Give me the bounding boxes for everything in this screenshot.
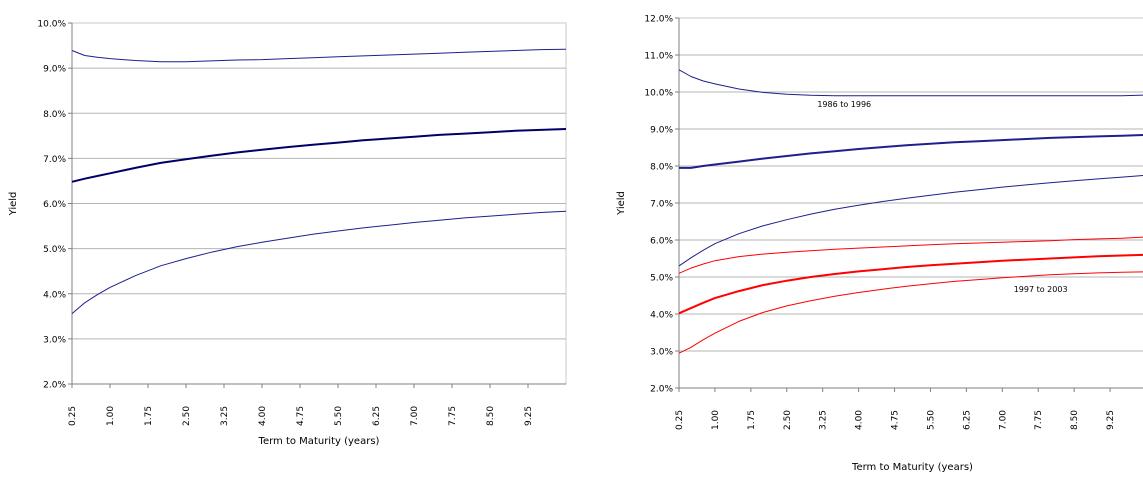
y-tick-label: 5.0% (43, 245, 66, 255)
x-tick-label: 1.75 (747, 410, 757, 430)
x-tick-label: 5.50 (334, 406, 344, 426)
x-tick-label: 7.00 (998, 410, 1008, 430)
x-tick-label: 2.50 (783, 410, 793, 430)
series-line-6 (678, 271, 1143, 354)
annotation-label: 1986 to 1996 (817, 100, 871, 109)
series-line-4 (678, 236, 1143, 274)
y-tick-label: 6.0% (650, 237, 673, 247)
x-tick-label: 8.50 (486, 406, 496, 426)
x-tick-label: 9.25 (524, 406, 534, 426)
y-tick-label: 3.0% (43, 335, 66, 345)
x-tick-label: 1.00 (711, 410, 721, 430)
x-tick-label: 3.25 (220, 406, 230, 426)
y-tick-label: 4.0% (43, 290, 66, 300)
x-tick-label: 7.75 (1034, 410, 1044, 430)
x-tick-label: 4.75 (891, 410, 901, 430)
x-tick-label: 4.75 (296, 406, 306, 426)
y-tick-label: 8.0% (43, 110, 66, 120)
x-axis-title: Term to Maturity (years) (258, 436, 380, 447)
y-tick-label: 8.0% (650, 163, 673, 173)
y-tick-label: 2.0% (43, 381, 66, 391)
x-tick-label: 7.00 (410, 406, 420, 426)
y-tick-label: 9.0% (650, 126, 673, 136)
series-line-1 (71, 48, 567, 63)
y-tick-label: 5.0% (650, 274, 673, 284)
y-tick-label: 7.0% (650, 200, 673, 210)
series-line-2 (679, 133, 1143, 169)
x-tick-label: 9.25 (1106, 410, 1116, 430)
x-tick-label: 8.50 (1070, 410, 1080, 430)
y-tick-label: 3.0% (650, 348, 673, 358)
y-axis-title: Yield (616, 191, 627, 216)
x-tick-label: 0.25 (68, 406, 78, 426)
y-tick-label: 11.0% (644, 52, 673, 62)
right-yield-curve-chart: 2.0% 3.0% 4.0% 5.0% 6.0% 7.0% 8.0% 9.0% 10.0% 11.… (616, 15, 1143, 473)
y-tick-label: 2.0% (650, 385, 673, 395)
x-tick-label: 4.00 (258, 406, 268, 426)
series-line-5 (678, 253, 1143, 315)
series-line-2 (71, 128, 567, 183)
x-tick-label: 7.75 (448, 406, 458, 426)
y-tick-label: 6.0% (43, 200, 66, 210)
x-tick-label: 3.25 (819, 410, 829, 430)
y-tick-label: 7.0% (43, 155, 66, 165)
left-yield-curve-chart: 2.0% 3.0% 4.0% 5.0% 6.0% 7.0% 8.0% 9.0% 10.0% 0.2… (8, 20, 567, 447)
annotation-label: 1997 to 2003 (1014, 285, 1068, 294)
y-tick-label: 9.0% (43, 65, 66, 75)
series-line-3 (678, 175, 1143, 267)
x-tick-label: 5.50 (926, 410, 936, 430)
series-line-1 (678, 69, 1143, 97)
x-tick-label: 1.75 (144, 406, 154, 426)
x-axis-title: Term to Maturity (years) (851, 462, 973, 473)
x-tick-label: 0.25 (675, 410, 685, 430)
y-tick-label: 4.0% (650, 311, 673, 321)
x-tick-label: 2.50 (182, 406, 192, 426)
y-axis-title: Yield (8, 192, 19, 217)
y-tick-label: 12.0% (644, 15, 673, 25)
series-line-3 (71, 210, 567, 314)
x-tick-label: 4.00 (855, 410, 865, 430)
x-tick-label: 6.25 (372, 406, 382, 426)
y-tick-label: 10.0% (644, 89, 673, 99)
y-tick-label: 10.0% (37, 20, 66, 30)
x-tick-label: 1.00 (106, 406, 116, 426)
x-tick-label: 6.25 (962, 410, 972, 430)
